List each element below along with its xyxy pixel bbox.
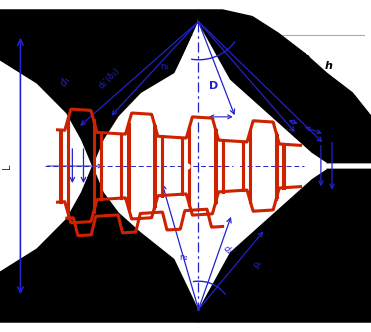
Text: dₐ: dₐ (250, 259, 262, 272)
Text: d₁: d₁ (58, 74, 72, 88)
Polygon shape (198, 169, 371, 322)
Polygon shape (198, 10, 371, 163)
Polygon shape (0, 166, 198, 322)
Text: d₁'(δ₁): d₁'(δ₁) (97, 66, 122, 90)
Text: n₂: n₂ (179, 253, 188, 262)
Text: D: D (209, 81, 218, 91)
Polygon shape (0, 10, 198, 166)
Text: o₁: o₁ (204, 7, 218, 20)
Text: b: b (302, 53, 310, 63)
Text: L: L (3, 163, 12, 169)
Polygon shape (93, 23, 326, 309)
Text: n₁: n₁ (161, 62, 170, 71)
Text: d₂': d₂' (221, 244, 235, 258)
Text: h: h (324, 61, 332, 71)
Text: o₂: o₂ (204, 312, 218, 325)
